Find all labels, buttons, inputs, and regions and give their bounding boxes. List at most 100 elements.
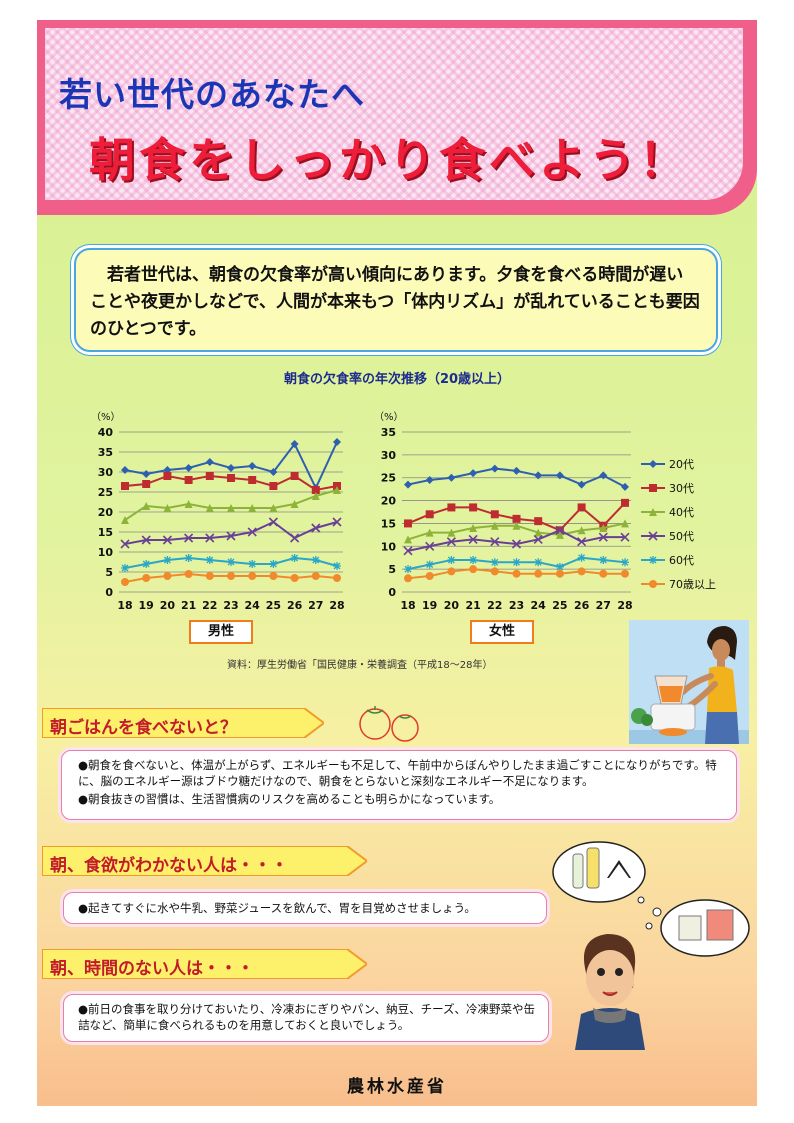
legend-label: 20代	[669, 458, 694, 471]
data-point	[269, 504, 278, 512]
data-point	[490, 510, 499, 519]
tomato-illustration	[359, 706, 419, 742]
data-point	[599, 471, 608, 480]
data-point	[555, 562, 564, 571]
x-tick-label: 26	[574, 599, 590, 612]
data-source: 資料：厚生労働省「国民健康・栄養調査（平成18～28年）	[227, 660, 493, 671]
data-point	[403, 546, 413, 556]
section-heading: 朝、食欲がわかない人は・・・	[50, 856, 288, 876]
data-point	[227, 504, 235, 512]
data-point	[512, 558, 521, 567]
data-point	[490, 521, 499, 530]
data-point	[447, 528, 456, 537]
data-point	[141, 535, 151, 545]
data-point	[425, 560, 434, 569]
y-tick-label: 0	[388, 586, 396, 599]
data-point	[555, 569, 564, 578]
section-box: ●起きてすぐに水や牛乳、野菜ジュースを飲んで、胃を目覚めさせましょう。	[63, 892, 547, 924]
data-point	[621, 482, 629, 491]
data-point	[621, 558, 629, 567]
data-point	[269, 482, 278, 490]
data-point	[468, 534, 478, 544]
y-tick-label: 0	[105, 586, 113, 599]
legend-label: 40代	[669, 506, 694, 519]
data-point	[599, 556, 608, 564]
poster: 若い世代のあなたへ 朝食をしっかり食べよう！ 若者世代は、朝食の欠食率が高い傾向…	[37, 20, 757, 1106]
data-point	[621, 498, 629, 507]
data-point	[577, 553, 586, 562]
data-point	[404, 480, 412, 489]
data-point	[512, 569, 521, 578]
x-tick-label: 20	[444, 599, 460, 612]
data-point	[534, 471, 543, 480]
data-point	[227, 474, 235, 482]
bullet-text: ●前日の食事を取り分けておいたり、冷凍おにぎりやパン、納豆、チーズ、冷凍野菜や缶…	[78, 1002, 536, 1032]
data-point	[290, 440, 299, 448]
section-heading: 朝、時間のない人は・・・	[50, 959, 254, 979]
x-tick-label: 22	[487, 599, 502, 612]
header-subtitle: 若い世代のあなたへ	[59, 75, 365, 114]
male-chart: 0 5 10 15 20 25 30 35 40 （%） 18 19 20 21 22 23 24 25 26 27 2…	[91, 411, 345, 612]
data-point	[490, 567, 499, 576]
data-point	[446, 537, 456, 547]
data-point	[290, 554, 299, 562]
data-point	[248, 560, 257, 568]
section-heading-banner: 朝、食欲がわかない人は・・・	[42, 846, 367, 876]
data-point	[227, 558, 235, 566]
male-label: 男性	[189, 620, 253, 644]
female-label: 女性	[470, 620, 534, 644]
data-point	[120, 539, 130, 549]
data-point	[184, 533, 194, 543]
header-banner: 若い世代のあなたへ 朝食をしっかり食べよう！	[37, 20, 757, 215]
section-heading-banner: 朝、時間のない人は・・・	[42, 949, 367, 979]
data-point	[142, 560, 151, 568]
data-point	[555, 471, 564, 480]
data-point	[163, 556, 172, 564]
x-tick-label: 28	[617, 599, 632, 612]
data-point	[404, 574, 412, 583]
data-point	[163, 504, 172, 512]
data-point	[227, 572, 235, 580]
data-point	[469, 565, 478, 574]
y-axis-label: （%）	[374, 411, 404, 423]
data-point	[333, 486, 341, 494]
y-tick-label: 15	[381, 517, 396, 530]
data-point	[248, 504, 257, 512]
data-point	[121, 564, 129, 572]
data-point	[599, 524, 608, 532]
x-tick-label: 20	[160, 599, 176, 612]
data-point	[142, 502, 151, 510]
data-point	[247, 527, 257, 537]
data-point	[425, 510, 434, 519]
data-point	[311, 523, 321, 533]
data-point	[404, 519, 412, 528]
data-point	[269, 468, 278, 476]
x-tick-label: 23	[509, 599, 524, 612]
data-point	[311, 556, 320, 564]
data-point	[490, 537, 500, 547]
woman-drinking-illustration	[629, 620, 749, 744]
data-point	[184, 500, 193, 508]
y-tick-label: 25	[381, 472, 396, 485]
y-tick-label: 10	[98, 546, 114, 559]
data-point	[184, 554, 193, 562]
data-point	[447, 473, 456, 482]
y-tick-label: 20	[381, 495, 397, 508]
data-point	[205, 533, 215, 543]
data-point	[577, 567, 586, 576]
data-point	[490, 464, 499, 473]
data-point	[555, 525, 565, 535]
x-tick-label: 28	[329, 599, 344, 612]
y-axis-label: （%）	[91, 411, 121, 423]
data-point	[577, 503, 586, 512]
data-point	[311, 572, 320, 580]
series-line	[124, 520, 338, 545]
y-tick-label: 40	[98, 426, 114, 439]
data-point	[534, 558, 543, 567]
data-point	[184, 570, 193, 578]
data-point	[649, 484, 657, 492]
data-point	[142, 574, 151, 582]
data-point	[534, 569, 543, 578]
data-point	[555, 530, 564, 539]
x-tick-label: 26	[287, 599, 303, 612]
